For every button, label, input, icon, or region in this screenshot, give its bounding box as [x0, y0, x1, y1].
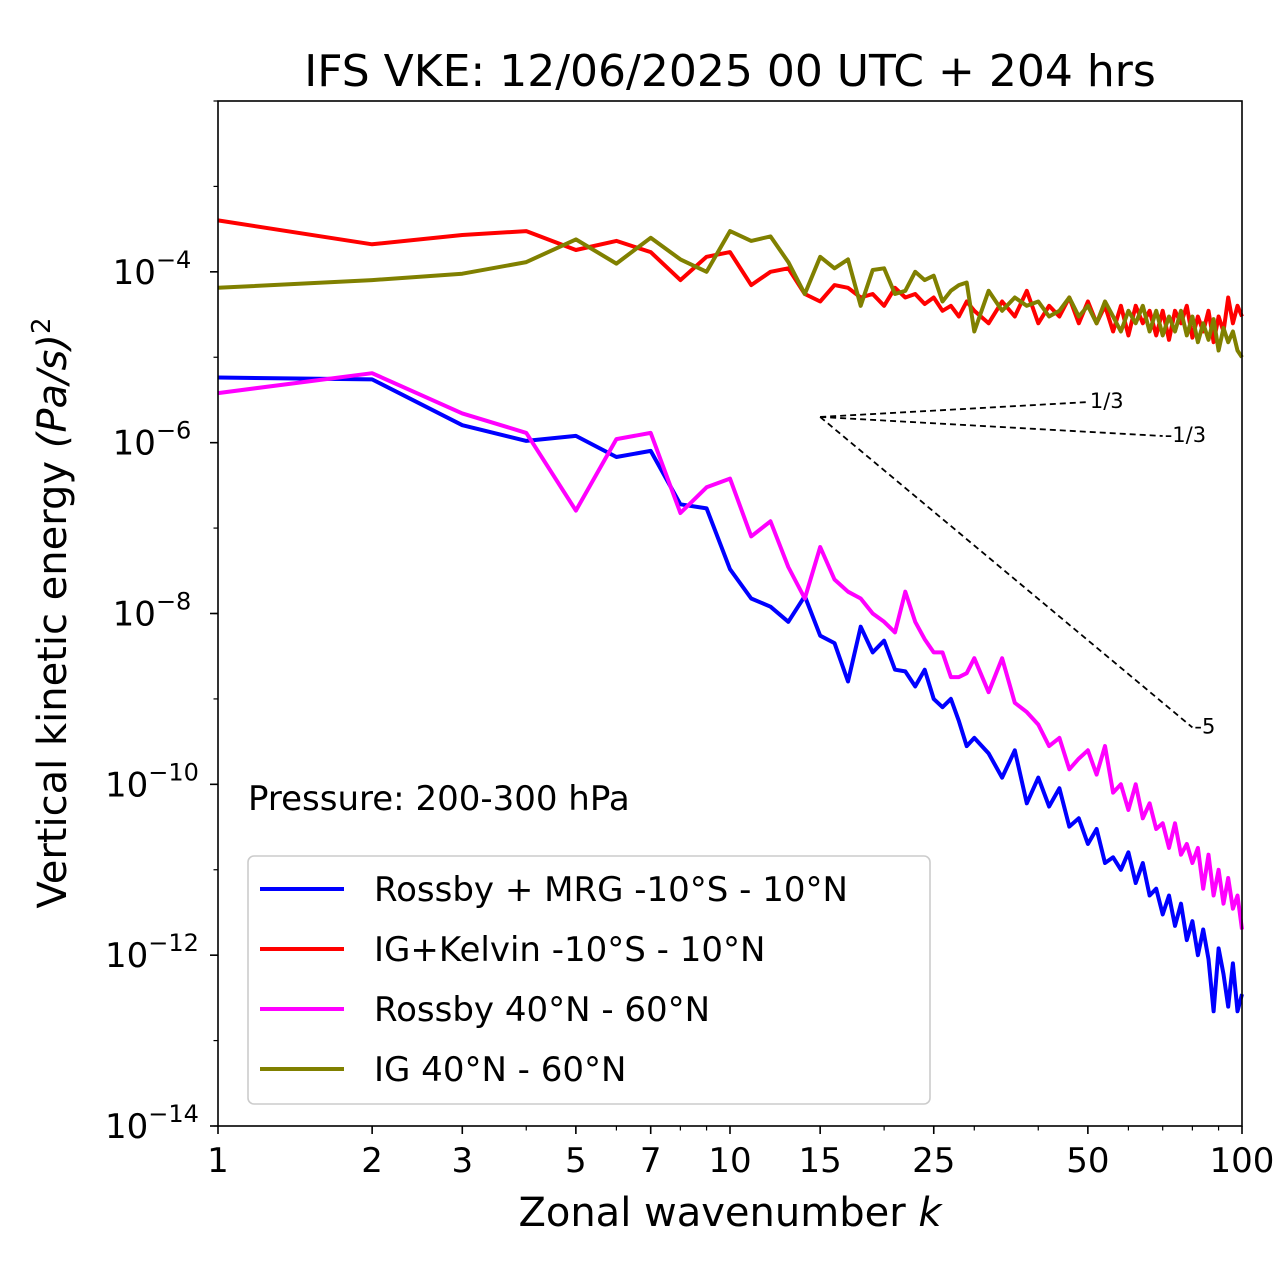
y-axis-label: Vertical kinetic energy (Pa/s)2 [27, 318, 76, 909]
x-tick-label: 15 [799, 1141, 842, 1181]
series-line [217, 371, 1244, 930]
reference-slope-label: -1/3 [1165, 423, 1206, 447]
x-tick-label: 100 [1210, 1141, 1275, 1181]
reference-slope-line [820, 401, 1088, 418]
x-tick-label: 7 [640, 1141, 662, 1181]
reference-slope-label: -5 [1194, 714, 1215, 738]
x-axis-label: Zonal wavenumber k [518, 1190, 943, 1236]
x-tick-label: 5 [565, 1141, 587, 1181]
x-tick-label: 25 [912, 1141, 955, 1181]
series-line [217, 375, 1244, 1014]
reference-slope-label: 1/3 [1090, 389, 1124, 413]
x-tick-label: 1 [207, 1141, 229, 1181]
y-tick-label: 10−14 [105, 1100, 199, 1147]
legend: Rossby + MRG -10°S - 10°N IG+Kelvin -10°S… [247, 855, 931, 1105]
y-tick-label: 10−12 [105, 929, 199, 976]
reference-slope-line [820, 416, 1163, 437]
series-line [217, 229, 1244, 359]
y-axis: 10−14 10−12 10−10 10−8 10−6 10−4 [105, 100, 218, 1147]
reference-slope-line [819, 416, 1193, 729]
legend-box [247, 855, 931, 1105]
x-tick-label: 10 [708, 1141, 751, 1181]
y-tick-label: 10−4 [113, 246, 192, 293]
chart-title: IFS VKE: 12/06/2025 00 UTC + 204 hrs [304, 46, 1156, 97]
reference-slopes: 1/3 -1/3 -5 [819, 389, 1215, 738]
x-tick-label: 2 [361, 1141, 383, 1181]
y-tick-label: 10−8 [113, 588, 192, 635]
y-tick-label: 10−10 [105, 758, 199, 805]
legend-label: Rossby 40°N - 60°N [374, 990, 710, 1030]
pressure-annotation: Pressure: 200-300 hPa [248, 779, 630, 819]
series-line [217, 218, 1244, 345]
x-tick-label: 50 [1066, 1141, 1109, 1181]
x-tick-label: 3 [451, 1141, 473, 1181]
legend-label: IG+Kelvin -10°S - 10°N [374, 930, 765, 970]
x-axis: 1 2 3 5 7 10 15 25 50 100 [207, 1126, 1274, 1181]
legend-label: IG 40°N - 60°N [374, 1050, 626, 1090]
y-tick-label: 10−6 [113, 417, 192, 464]
series-lines [217, 218, 1244, 1014]
legend-label: Rossby + MRG -10°S - 10°N [374, 870, 848, 910]
